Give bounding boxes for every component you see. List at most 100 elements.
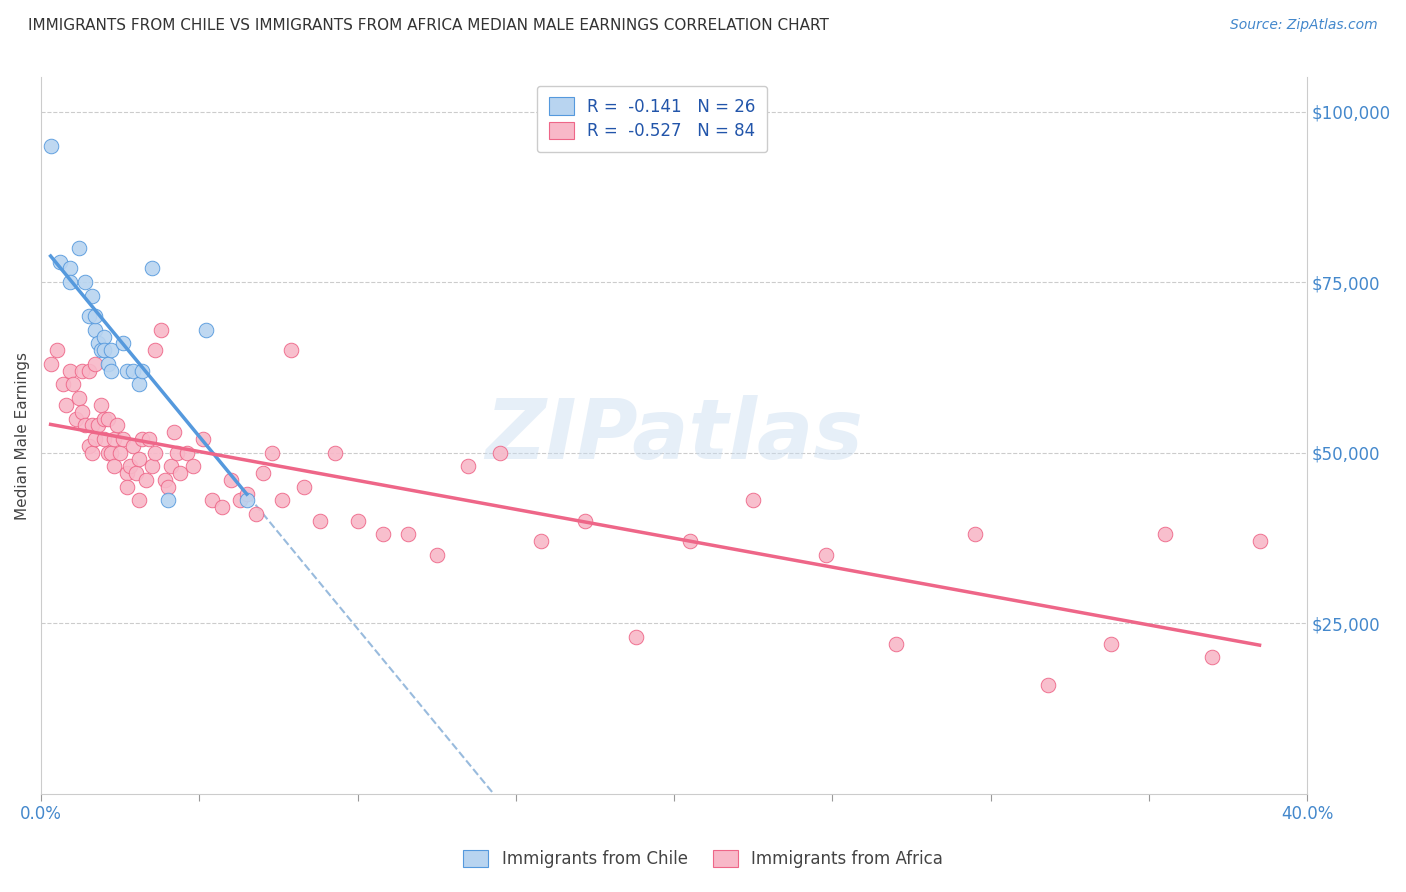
Point <box>97 411 120 425</box>
Point <box>72 364 94 378</box>
Point <box>194 323 217 337</box>
Point <box>80 289 103 303</box>
Point <box>166 445 188 459</box>
Point <box>125 466 148 480</box>
Point <box>1036 677 1059 691</box>
Point <box>103 459 125 474</box>
Point <box>742 493 765 508</box>
Point <box>115 364 138 378</box>
Point <box>77 309 100 323</box>
Point <box>84 309 107 323</box>
Point <box>457 459 479 474</box>
Point <box>280 343 302 358</box>
Point <box>122 439 145 453</box>
Point <box>97 445 120 459</box>
Point <box>128 452 150 467</box>
Point <box>1099 637 1122 651</box>
Point <box>45 343 67 358</box>
Point <box>118 459 141 474</box>
Point <box>115 480 138 494</box>
Point <box>156 480 179 494</box>
Point <box>191 432 214 446</box>
Point <box>624 630 647 644</box>
Point <box>110 445 132 459</box>
Point <box>52 377 75 392</box>
Point <box>58 364 80 378</box>
Point <box>138 432 160 446</box>
Point <box>77 439 100 453</box>
Point <box>39 357 62 371</box>
Point <box>211 500 233 515</box>
Point <box>97 357 120 371</box>
Point <box>75 275 97 289</box>
Point <box>150 323 173 337</box>
Point <box>112 336 135 351</box>
Point <box>100 445 122 459</box>
Point <box>153 473 176 487</box>
Point <box>141 459 163 474</box>
Text: IMMIGRANTS FROM CHILE VS IMMIGRANTS FROM AFRICA MEDIAN MALE EARNINGS CORRELATION: IMMIGRANTS FROM CHILE VS IMMIGRANTS FROM… <box>28 18 830 33</box>
Point <box>93 411 115 425</box>
Point <box>93 432 115 446</box>
Point <box>156 493 179 508</box>
Point <box>963 527 986 541</box>
Point <box>93 329 115 343</box>
Point <box>229 493 252 508</box>
Point <box>1153 527 1175 541</box>
Point <box>163 425 186 439</box>
Point <box>176 445 198 459</box>
Point <box>181 459 204 474</box>
Point <box>1249 534 1271 549</box>
Point <box>80 445 103 459</box>
Point <box>574 514 596 528</box>
Point <box>252 466 274 480</box>
Point <box>105 418 128 433</box>
Point <box>1201 650 1223 665</box>
Point <box>308 514 330 528</box>
Point <box>90 398 112 412</box>
Point <box>325 445 347 459</box>
Point <box>426 548 449 562</box>
Point <box>75 418 97 433</box>
Point <box>128 493 150 508</box>
Point <box>131 364 153 378</box>
Point <box>80 418 103 433</box>
Point <box>245 507 267 521</box>
Point <box>103 432 125 446</box>
Point <box>236 493 259 508</box>
Y-axis label: Median Male Earnings: Median Male Earnings <box>15 351 30 519</box>
Point <box>396 527 419 541</box>
Point <box>62 377 84 392</box>
Point <box>270 493 292 508</box>
Point <box>112 432 135 446</box>
Point <box>39 138 62 153</box>
Point <box>65 411 87 425</box>
Point <box>58 261 80 276</box>
Text: ZIPatlas: ZIPatlas <box>485 395 863 476</box>
Point <box>131 432 153 446</box>
Point <box>77 364 100 378</box>
Point <box>93 343 115 358</box>
Point <box>219 473 242 487</box>
Point <box>67 391 90 405</box>
Point <box>84 357 107 371</box>
Point <box>169 466 191 480</box>
Point <box>814 548 837 562</box>
Point <box>122 364 145 378</box>
Point <box>87 418 110 433</box>
Point <box>87 336 110 351</box>
Point <box>72 405 94 419</box>
Point <box>201 493 224 508</box>
Point <box>135 473 157 487</box>
Point <box>55 398 77 412</box>
Point <box>160 459 183 474</box>
Point <box>346 514 368 528</box>
Point <box>371 527 394 541</box>
Point <box>49 254 72 268</box>
Legend: Immigrants from Chile, Immigrants from Africa: Immigrants from Chile, Immigrants from A… <box>457 843 949 875</box>
Point <box>262 445 284 459</box>
Legend: R =  -0.141   N = 26, R =  -0.527   N = 84: R = -0.141 N = 26, R = -0.527 N = 84 <box>537 86 768 153</box>
Text: Source: ZipAtlas.com: Source: ZipAtlas.com <box>1230 18 1378 32</box>
Point <box>58 275 80 289</box>
Point <box>100 343 122 358</box>
